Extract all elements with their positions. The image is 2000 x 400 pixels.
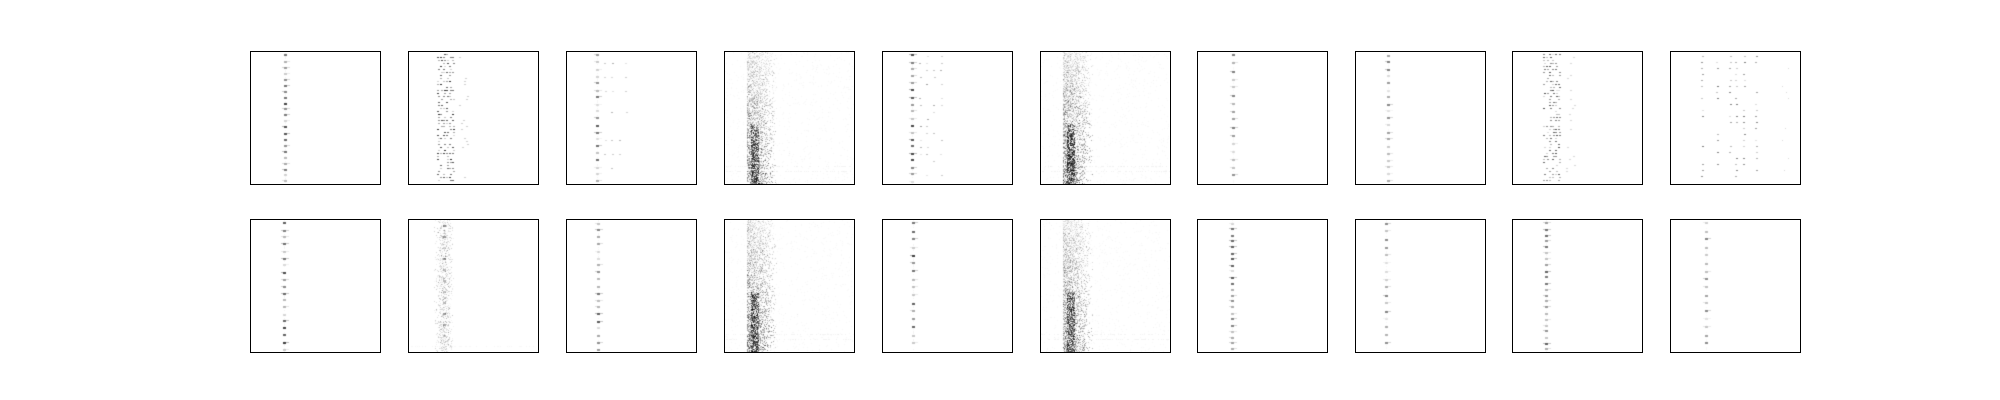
spectrogram-panel-r1-c8 [1355, 51, 1486, 185]
spectrogram-panel-r2-c9 [1512, 219, 1643, 353]
spectrogram-image [1041, 220, 1170, 352]
spectrogram-image [1513, 220, 1642, 352]
spectrogram-panel-r2-c1 [250, 219, 381, 353]
spectrogram-image [1041, 52, 1170, 184]
spectrogram-panel-r1-c1 [250, 51, 381, 185]
spectrogram-image [567, 220, 696, 352]
spectrogram-image [409, 220, 538, 352]
spectrogram-image [251, 220, 380, 352]
spectrogram-image [1671, 220, 1800, 352]
spectrogram-image [725, 52, 854, 184]
spectrogram-panel-r2-c2 [408, 219, 539, 353]
spectrogram-image [883, 52, 1012, 184]
spectrogram-panel-r2-c10 [1670, 219, 1801, 353]
spectrogram-image [883, 220, 1012, 352]
spectrogram-panel-r1-c2 [408, 51, 539, 185]
spectrogram-panel-r1-c7 [1197, 51, 1328, 185]
spectrogram-image [567, 52, 696, 184]
spectrogram-panel-r2-c8 [1355, 219, 1486, 353]
spectrogram-panel-r2-c4 [724, 219, 855, 353]
spectrogram-image [1356, 220, 1485, 352]
spectrogram-image [409, 52, 538, 184]
spectrogram-panel-r1-c10 [1670, 51, 1801, 185]
spectrogram-image [725, 220, 854, 352]
spectrogram-panel-r1-c4 [724, 51, 855, 185]
spectrogram-image [1671, 52, 1800, 184]
spectrogram-panel-r1-c3 [566, 51, 697, 185]
spectrogram-image [1356, 52, 1485, 184]
spectrogram-panel-r2-c6 [1040, 219, 1171, 353]
spectrogram-image [1198, 220, 1327, 352]
spectrogram-image [1198, 52, 1327, 184]
spectrogram-panel-r2-c3 [566, 219, 697, 353]
spectrogram-panel-r1-c5 [882, 51, 1013, 185]
spectrogram-panel-r1-c9 [1512, 51, 1643, 185]
spectrogram-image [1513, 52, 1642, 184]
spectrogram-image [251, 52, 380, 184]
spectrogram-panel-r2-c7 [1197, 219, 1328, 353]
spectrogram-panel-r1-c6 [1040, 51, 1171, 185]
spectrogram-panel-r2-c5 [882, 219, 1013, 353]
